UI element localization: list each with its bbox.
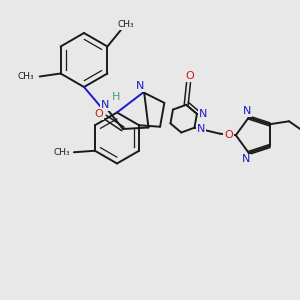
Text: H: H [112, 92, 120, 102]
Text: N: N [199, 109, 208, 119]
Text: O: O [186, 71, 194, 81]
Text: O: O [224, 130, 233, 140]
Text: CH₃: CH₃ [53, 148, 70, 157]
Text: N: N [136, 81, 144, 91]
Text: CH₃: CH₃ [18, 72, 34, 81]
Text: N: N [242, 154, 250, 164]
Text: N: N [197, 124, 205, 134]
Text: N: N [101, 100, 109, 110]
Text: O: O [94, 109, 103, 119]
Text: N: N [243, 106, 251, 116]
Text: CH₃: CH₃ [117, 20, 134, 29]
